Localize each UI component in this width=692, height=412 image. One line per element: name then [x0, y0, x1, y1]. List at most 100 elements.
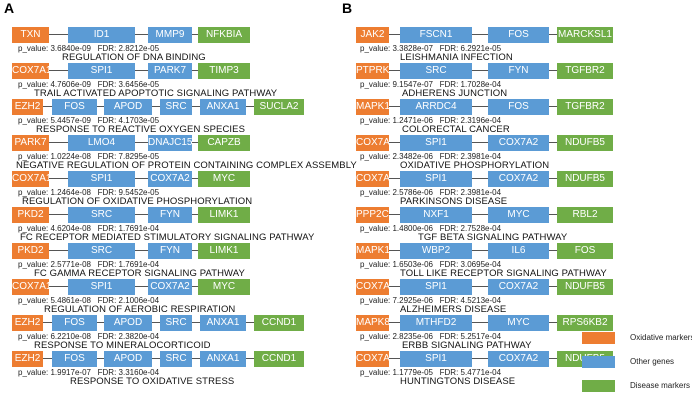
- p-value: 1.9917e-07: [50, 368, 91, 377]
- gene-box-other: PARK7: [148, 63, 192, 79]
- pathway-name: RESPONSE TO OXIDATIVE STRESS: [70, 376, 235, 387]
- stats-line: p_value: 5.4457e-09 FDR: 4.1703e-05: [18, 116, 159, 125]
- fdr-value: 2.1006e-04: [118, 296, 160, 305]
- gene-box-other: ID1: [68, 27, 135, 43]
- gene-box-other: APOD: [104, 99, 152, 115]
- p-value: 2.3482e-06: [392, 152, 433, 161]
- gene-box-oxidative: COX7A1: [356, 279, 389, 295]
- stats-line: p_value: 1.0224e-08 FDR: 7.8295e-05: [18, 152, 159, 161]
- p-value-label: p_value:: [360, 332, 391, 341]
- fdr-label: FDR:: [439, 80, 459, 89]
- gene-box-other: FSCN1: [400, 27, 472, 43]
- gene-box-disease: RBL2: [557, 207, 613, 223]
- fdr-value: 3.0695e-04: [460, 260, 502, 269]
- p-value: 2.5786e-06: [392, 188, 433, 197]
- gene-box-disease: TGFBR2: [557, 99, 613, 115]
- gene-box-other: FOS: [488, 99, 549, 115]
- gene-box-other: COX7A2: [148, 279, 192, 295]
- fdr-value: 2.7528e-04: [460, 224, 502, 233]
- gene-box-disease: NDUFB5: [557, 279, 613, 295]
- pathway-name: TRAIL ACTIVATED APOPTOTIC SIGNALING PATH…: [34, 88, 278, 99]
- gene-box-other: SRC: [160, 315, 192, 331]
- fdr-value: 2.3196e-04: [460, 116, 502, 125]
- gene-box-other: SPI1: [68, 171, 135, 187]
- fdr-value: 4.1703e-05: [118, 116, 160, 125]
- gene-box-disease: NDUFB5: [557, 135, 613, 151]
- stats-line: p_value: 1.9917e-07 FDR: 3.3160e-04: [18, 368, 159, 377]
- gene-box-other: WBP2: [400, 243, 472, 259]
- fdr-label: FDR:: [439, 368, 459, 377]
- fdr-value: 3.3160e-04: [118, 368, 160, 377]
- fdr-label: FDR:: [439, 260, 459, 269]
- fdr-value: 2.3820e-04: [118, 332, 160, 341]
- gene-box-other: ANXA1: [200, 351, 246, 367]
- gene-box-other: COX7A2: [488, 279, 549, 295]
- gene-box-other: APOD: [104, 315, 152, 331]
- gene-box-oxidative: MAPK1: [356, 99, 389, 115]
- p-value: 9.1547e-07: [392, 80, 433, 89]
- stats-line: p_value: 3.3828e-07 FDR: 6.2921e-05: [360, 44, 501, 53]
- gene-box-other: SPI1: [400, 279, 472, 295]
- pathway-name: FC GAMMA RECEPTOR SIGNALING PATHWAY: [34, 268, 245, 279]
- p-value: 2.5771e-08: [50, 260, 91, 269]
- stats-line: p_value: 2.5786e-06 FDR: 2.3981e-04: [360, 188, 501, 197]
- gene-box-oxidative: EZH2: [12, 351, 43, 367]
- fdr-value: 5.2517e-04: [460, 332, 502, 341]
- legend-swatch: [582, 380, 615, 392]
- p-value: 5.4861e-08: [50, 296, 91, 305]
- fdr-value: 2.3981e-04: [460, 152, 502, 161]
- stats-line: p_value: 4.7606e-09 FDR: 3.6456e-05: [18, 80, 159, 89]
- gene-box-other: MYC: [488, 315, 549, 331]
- stats-line: p_value: 3.6840e-09 FDR: 2.8212e-05: [18, 44, 159, 53]
- gene-box-other: SRC: [400, 63, 472, 79]
- stats-line: p_value: 1.1779e-05 FDR: 5.4771e-04: [360, 368, 501, 377]
- gene-box-other: SRC: [160, 351, 192, 367]
- fdr-value: 9.5452e-05: [118, 188, 160, 197]
- pathway-name: REGULATION OF AEROBIC RESPIRATION: [44, 304, 236, 315]
- p-value-label: p_value:: [360, 80, 391, 89]
- gene-box-disease: CCND1: [254, 315, 304, 331]
- pathway-name: FC RECEPTOR MEDIATED STIMULATORY SIGNALI…: [20, 232, 315, 243]
- fdr-value: 1.7691e-04: [118, 224, 160, 233]
- gene-box-other: SPI1: [400, 351, 472, 367]
- stats-line: p_value: 1.2471e-06 FDR: 2.3196e-04: [360, 116, 501, 125]
- p-value: 1.2471e-06: [392, 116, 433, 125]
- gene-box-other: MTHFD2: [400, 315, 472, 331]
- pathway-name: PARKINSONS DISEASE: [400, 196, 508, 207]
- gene-box-other: IL6: [488, 243, 549, 259]
- fdr-label: FDR:: [97, 152, 117, 161]
- legend-item: Disease markers: [582, 380, 690, 394]
- gene-box-disease: TGFBR2: [557, 63, 613, 79]
- p-value-label: p_value:: [360, 260, 391, 269]
- gene-box-oxidative: EZH2: [12, 99, 43, 115]
- gene-box-other: COX7A2: [488, 135, 549, 151]
- pathway-name: RESPONSE TO REACTIVE OXYGEN SPECIES: [36, 124, 246, 135]
- gene-box-other: SRC: [68, 207, 135, 223]
- gene-box-other: COX7A2: [488, 351, 549, 367]
- gene-box-other: SPI1: [400, 135, 472, 151]
- p-value: 1.1779e-05: [392, 368, 433, 377]
- gene-box-other: DNAJC15: [148, 135, 192, 151]
- gene-box-oxidative: COX7A1: [356, 171, 389, 187]
- gene-box-disease: RPS6KB2: [557, 315, 613, 331]
- pathway-name: ERBB SIGNALING PATHWAY: [402, 340, 532, 351]
- gene-box-other: SPI1: [68, 279, 135, 295]
- stats-line: p_value: 1.6503e-06 FDR: 3.0695e-04: [360, 260, 501, 269]
- fdr-label: FDR:: [439, 296, 459, 305]
- p-value-label: p_value:: [18, 296, 49, 305]
- p-value-label: p_value:: [18, 80, 49, 89]
- connector-line: [356, 250, 613, 251]
- gene-box-other: FYN: [488, 63, 549, 79]
- p-value-label: p_value:: [18, 188, 49, 197]
- gene-box-oxidative: PKD2: [12, 243, 49, 259]
- stats-line: p_value: 2.8235e-06 FDR: 5.2517e-04: [360, 332, 501, 341]
- gene-box-other: FOS: [488, 27, 549, 43]
- pathway-name: NEGATIVE REGULATION OF PROTEIN CONTAININ…: [16, 160, 357, 171]
- fdr-label: FDR:: [97, 332, 117, 341]
- gene-box-disease: LIMK1: [198, 243, 250, 259]
- p-value: 6.2210e-08: [50, 332, 91, 341]
- stats-line: p_value: 6.2210e-08 FDR: 2.3820e-04: [18, 332, 159, 341]
- stats-line: p_value: 5.4861e-08 FDR: 2.1006e-04: [18, 296, 159, 305]
- fdr-value: 1.7691e-04: [118, 260, 160, 269]
- gene-box-oxidative: TXN: [12, 27, 49, 43]
